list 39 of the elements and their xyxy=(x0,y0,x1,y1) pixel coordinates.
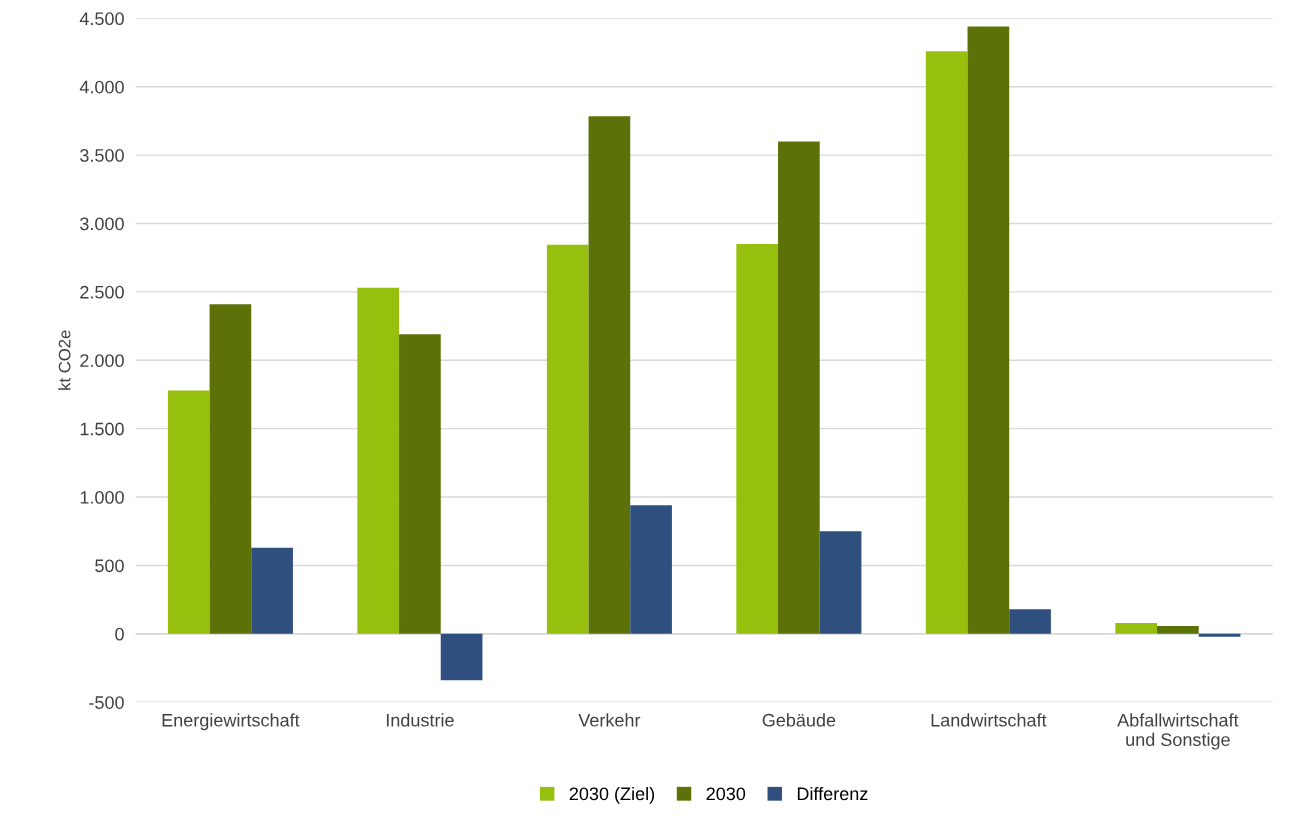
bar xyxy=(167,390,210,634)
bar xyxy=(588,116,631,634)
bar xyxy=(1157,625,1199,634)
y-tick-label: 3.000 xyxy=(80,217,124,231)
bar xyxy=(546,244,589,634)
y-tick-label: -500 xyxy=(89,696,124,709)
x-tick-label: Verkehr xyxy=(578,713,641,727)
x-tick-label: Energiewirtschaft xyxy=(162,713,300,731)
bar xyxy=(251,547,293,634)
bar xyxy=(778,141,820,634)
y-tick-label: 3.500 xyxy=(80,149,124,162)
legend-label: 2030 xyxy=(706,787,746,801)
legend-label: 2030 (Ziel) xyxy=(569,786,655,804)
y-axis-title: kt CO2e xyxy=(58,330,71,390)
y-tick-label: 2.000 xyxy=(80,354,124,368)
x-tick-label: Gebäude xyxy=(762,713,836,727)
bar xyxy=(1115,622,1158,634)
bar xyxy=(967,26,1010,634)
bar xyxy=(209,304,252,634)
bar xyxy=(357,287,400,634)
legend-label: Differenz xyxy=(797,786,868,801)
x-tick-label: Abfallwirtschaft und Sonstige xyxy=(1117,713,1239,750)
y-tick-label: 1.000 xyxy=(80,491,124,504)
x-tick-label: Landwirtschaft xyxy=(931,713,1047,727)
bar xyxy=(925,51,968,634)
bar xyxy=(1198,633,1241,637)
y-tick-label: 2.500 xyxy=(80,285,124,299)
bar xyxy=(630,505,672,634)
bar xyxy=(1009,609,1051,634)
y-tick-label: 1.500 xyxy=(80,422,124,436)
y-tick-label: 4.500 xyxy=(79,12,124,26)
bar xyxy=(736,244,779,634)
y-tick-label: 0 xyxy=(115,627,124,641)
x-tick-label: Industrie xyxy=(386,713,454,727)
bar xyxy=(819,531,862,634)
y-tick-label: 4.000 xyxy=(79,80,124,94)
y-tick-label: 500 xyxy=(95,559,124,573)
bar xyxy=(399,334,441,634)
bar xyxy=(440,633,483,681)
